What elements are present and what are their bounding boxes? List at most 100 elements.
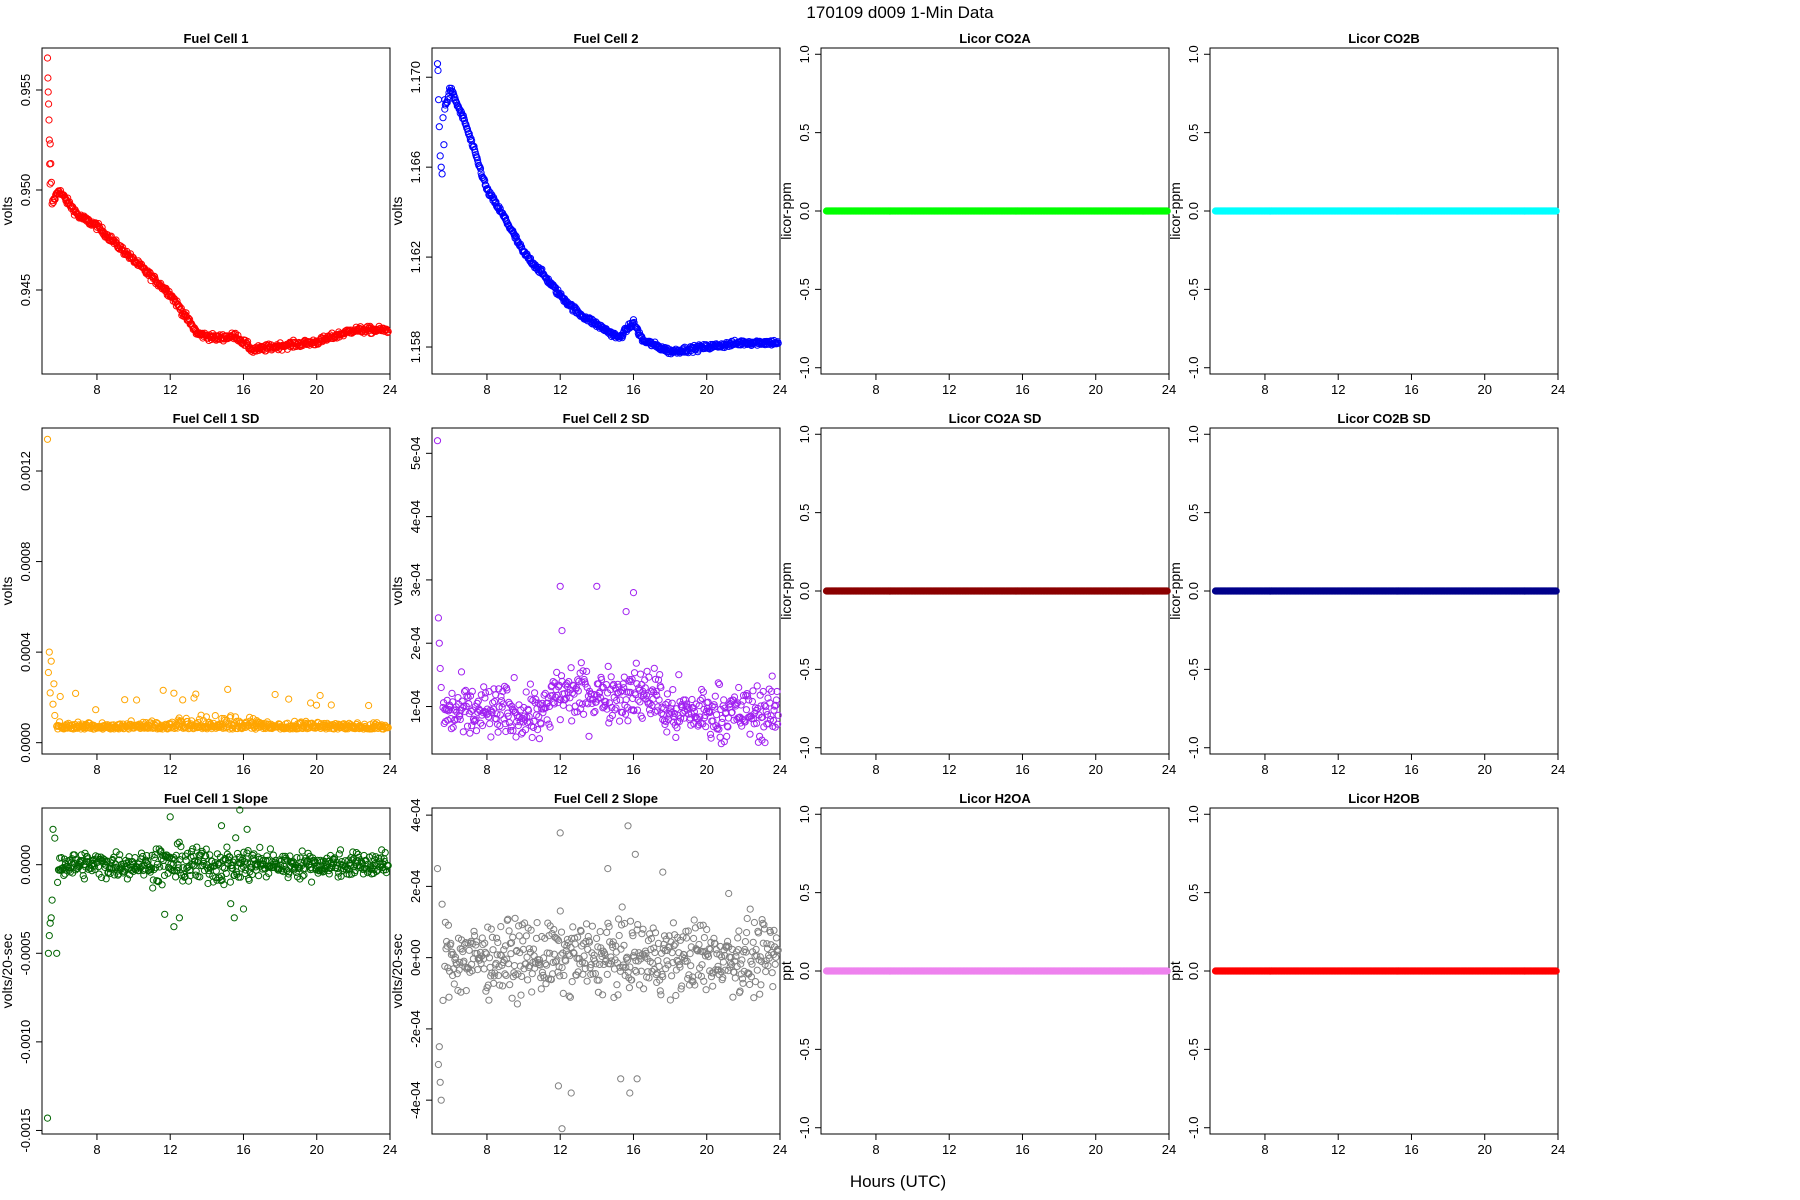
data-point [316,691,324,700]
panel-title: Fuel Cell 2 [573,31,638,46]
y-tick-label: 2e-04 [408,627,423,660]
data-point [434,614,442,622]
data-point [556,582,564,590]
points-fuel-cell-1-slope [43,806,392,1122]
y-tick-label: -1.0 [797,357,812,379]
data-point [161,910,169,918]
data-point [480,683,488,691]
y-axis-label: licor-ppm [778,562,794,620]
data-point [435,123,443,131]
y-tick-label: 5e-04 [408,437,423,470]
panel-title: Licor CO2B [1348,31,1420,46]
data-point [565,704,573,712]
data-point [384,328,392,337]
data-point [556,716,564,724]
y-tick-label: 1.158 [408,331,423,364]
panel-title: Licor CO2A [959,31,1031,46]
x-tick-label: 8 [483,762,490,777]
data-point [663,728,671,736]
data-point [217,822,226,830]
data-point [231,329,240,337]
data-point [365,701,373,710]
x-tick-label: 20 [1089,762,1103,777]
data-point [650,664,658,672]
y-tick-label: 0.0 [1186,202,1201,220]
data-point [144,267,152,275]
data-point [166,813,174,821]
x-tick-label: 24 [773,382,787,397]
data-point [494,728,502,736]
data-point [612,704,620,712]
y-tick-label: 0.0000 [18,723,33,763]
x-tick-label: 16 [236,382,250,397]
x-tick-label: 16 [236,762,250,777]
data-point [230,330,238,338]
data-point [45,116,53,124]
panel-title: Fuel Cell 1 SD [173,411,260,426]
data-point [510,674,518,682]
y-tick-label: 1e-04 [408,690,423,723]
data-point [649,695,657,703]
x-tick-label: 12 [553,762,567,777]
data-point [629,589,638,597]
y-tick-label: 0.5 [1186,504,1201,522]
data-point [190,694,198,702]
y-axis-label: volts [0,197,15,226]
data-point [636,670,645,678]
x-tick-label: 20 [310,382,324,397]
data-point [46,180,54,188]
data-point [179,696,187,704]
data-point [438,170,446,178]
data-point [585,732,593,740]
panel-licor-co2a-sd: Licor CO2A SD8 12 16 20 24-1.0-0.50.00.51.0l… [778,411,1176,777]
data-point [436,664,444,673]
x-tick-label: 8 [872,762,879,777]
data-point [707,734,715,742]
data-point [669,686,677,694]
data-point [49,825,57,833]
y-axis-label: volts/20-sec [0,934,15,1009]
y-tick-label: 4e-04 [408,500,423,533]
data-point [45,648,53,656]
x-tick-label: 24 [1551,382,1565,397]
y-tick-label: 0.0 [1186,582,1201,600]
data-point [434,66,442,75]
panel-title: Licor CO2B SD [1337,411,1430,426]
data-point [158,881,166,889]
data-point [170,689,178,697]
data-point [459,728,467,736]
y-tick-label: -0.5 [797,658,812,680]
y-axis-label: volts [389,577,405,606]
points-fuel-cell-1-sd [43,435,392,733]
y-axis-label: licor-ppm [1167,562,1183,620]
data-point [580,710,588,718]
data-point [672,733,680,742]
data-point [54,878,62,887]
data-point [192,690,200,698]
x-tick-label: 24 [1162,762,1176,777]
data-point [634,696,642,704]
x-tick-label: 8 [1261,382,1268,397]
y-tick-label: 1.162 [408,241,423,274]
y-tick-label: -0.0015 [18,1108,33,1152]
x-tick-label: 16 [626,762,640,777]
data-point [49,700,57,708]
data-point [522,688,530,696]
x-tick-label: 8 [93,762,100,777]
data-point [723,732,731,741]
x-tick-label: 16 [1015,382,1029,397]
data-point [607,673,615,681]
data-point [92,706,100,714]
data-point [477,169,485,177]
x-tick-label: 20 [1089,382,1103,397]
data-point [568,717,576,725]
x-tick-label: 16 [236,1142,250,1157]
data-point [531,689,539,697]
data-point [449,723,457,731]
x-tick-label: 12 [163,382,177,397]
data-point [459,112,467,120]
data-point [647,710,655,718]
data-point [437,683,445,692]
x-tick-label: 20 [700,382,714,397]
